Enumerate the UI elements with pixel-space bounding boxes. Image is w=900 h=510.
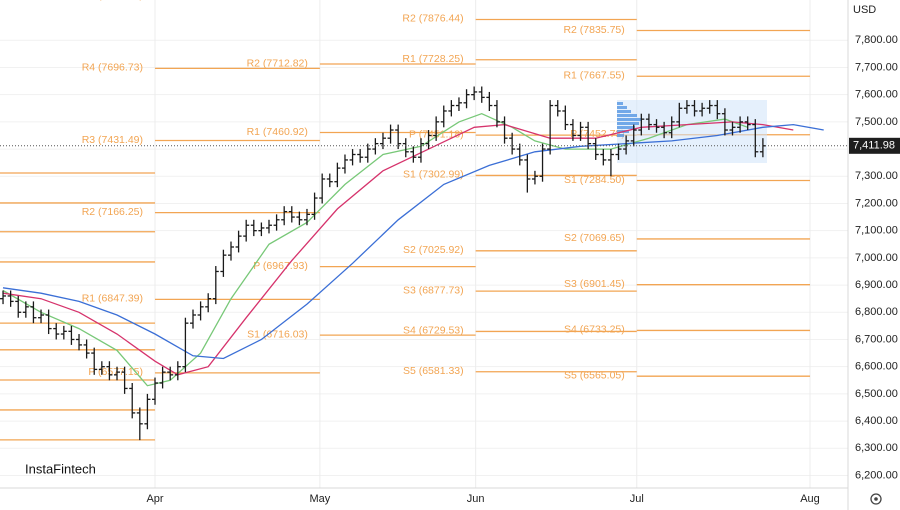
pivot-label: R4 (7696.73): [82, 62, 143, 74]
last-price-box: [849, 137, 900, 154]
pivot-label: R2 (7712.82): [247, 57, 308, 69]
pivot-label: R1 (6847.39): [82, 293, 143, 305]
y-tick-label: 7,600.00: [855, 89, 898, 101]
y-tick-label: 7,500.00: [855, 116, 898, 128]
profile-bar: [617, 110, 631, 113]
settings-button[interactable]: [870, 493, 882, 505]
moving-average: [2, 123, 824, 360]
pivot-label: S3 (6877.73): [403, 284, 464, 296]
pivot-label: S2 (7069.65): [564, 232, 625, 244]
watermark: InstaFintech: [25, 461, 96, 476]
y-tick-label: 6,800.00: [855, 306, 898, 318]
pivot-label: R5 (7961.37): [82, 0, 143, 2]
pivot-label: S1 (6716.03): [247, 328, 308, 340]
y-tick-label: 7,800.00: [855, 34, 898, 46]
pivot-levels: R5 (7961.37) R4 (7696.73) R3 (7431.49) R2 (…: [0, 0, 811, 441]
last-price-label: 7,411.98: [853, 140, 895, 152]
pivot-label: R2 (7876.44): [402, 13, 463, 25]
currency-label[interactable]: USD: [853, 4, 876, 16]
y-tick-label: 7,200.00: [855, 197, 898, 209]
pivot-label: R2 (7835.75): [563, 24, 624, 36]
y-tick-label: 6,200.00: [855, 469, 898, 481]
pivot-label: S3 (6901.45): [564, 278, 625, 290]
x-tick-label: Apr: [146, 493, 163, 505]
pivot-label: S5 (6565.05): [564, 369, 625, 381]
pivot-label: P (6967.93): [253, 260, 308, 272]
profile-bar: [617, 106, 627, 109]
pivot-label: R1 (7460.92): [247, 126, 308, 138]
pivot-label: S1 (7284.50): [564, 174, 625, 186]
settings-icon-dot[interactable]: [874, 497, 878, 501]
y-tick-label: 7,300.00: [855, 170, 898, 182]
price-axis-panel: [848, 0, 900, 510]
pivot-label: S4 (6733.25): [564, 324, 625, 336]
grid: [0, 0, 848, 488]
profile-bar: [617, 134, 624, 137]
profile-bar: [617, 118, 641, 121]
y-tick-label: 6,700.00: [855, 333, 898, 345]
pivot-label: S2 (7025.92): [403, 244, 464, 256]
x-tick-label: Aug: [800, 493, 820, 505]
pivot-label: S5 (6581.33): [403, 365, 464, 377]
profile-bar: [617, 126, 635, 129]
y-tick-label: 6,600.00: [855, 361, 898, 373]
y-tick-label: 6,300.00: [855, 442, 898, 454]
x-tick-label: Jul: [630, 493, 644, 505]
volume-profile-area: [617, 100, 767, 163]
y-tick-label: 7,000.00: [855, 252, 898, 264]
y-tick-label: 6,400.00: [855, 415, 898, 427]
profile-bar: [617, 122, 639, 125]
profile-bar: [617, 102, 623, 105]
pivot-label: R1 (7728.25): [402, 53, 463, 65]
y-tick-label: 6,500.00: [855, 388, 898, 400]
pivot-label: R2 (7166.25): [82, 206, 143, 218]
pivot-label: S4 (6729.53): [403, 325, 464, 337]
pivot-label: S1 (7302.99): [403, 169, 464, 181]
pivot-label: P (7452.73): [570, 128, 625, 140]
pivot-label: R1 (7667.55): [563, 70, 624, 82]
pivot-label: P (6577.15): [88, 366, 143, 378]
profile-bar: [617, 114, 637, 117]
x-tick-label: May: [310, 493, 331, 505]
y-tick-label: 7,100.00: [855, 225, 898, 237]
y-tick-label: 7,700.00: [855, 61, 898, 73]
y-tick-label: 6,900.00: [855, 279, 898, 291]
x-tick-label: Jun: [467, 493, 485, 505]
price-bars: [0, 86, 766, 441]
pivot-label: R3 (7431.49): [82, 134, 143, 146]
moving-average: [2, 112, 748, 387]
settings-icon[interactable]: [870, 493, 882, 505]
